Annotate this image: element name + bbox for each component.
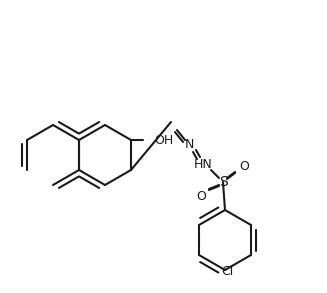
Text: Cl: Cl bbox=[221, 265, 233, 278]
Text: HN: HN bbox=[194, 158, 212, 171]
Text: O: O bbox=[196, 190, 206, 202]
Text: N: N bbox=[184, 137, 194, 151]
Text: S: S bbox=[219, 175, 227, 189]
Text: OH: OH bbox=[154, 134, 173, 146]
Text: O: O bbox=[239, 159, 249, 173]
